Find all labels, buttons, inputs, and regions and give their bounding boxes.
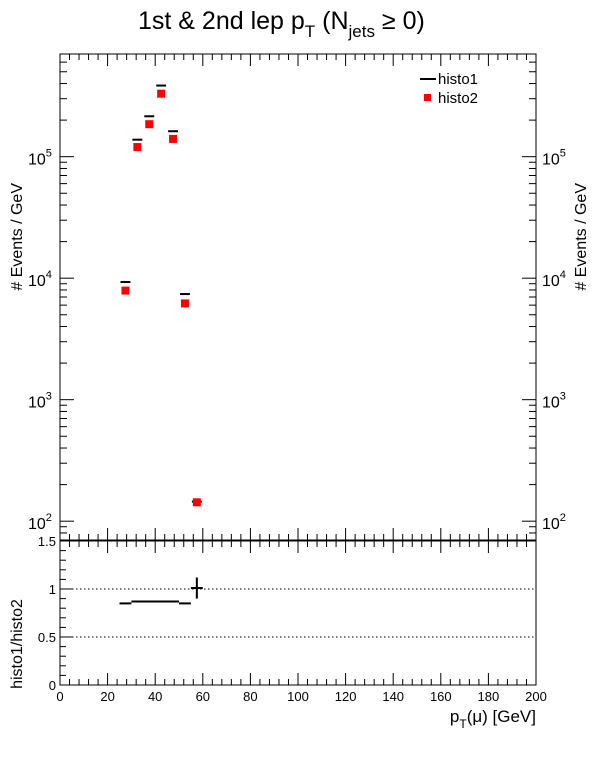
main-axis-ticks xyxy=(59,53,537,541)
histo2-point xyxy=(133,143,142,152)
y-tick-label-left: 104 xyxy=(28,269,52,290)
x-tick-label: 100 xyxy=(287,689,309,704)
x-tick-label: 0 xyxy=(56,689,63,704)
x-tick-label: 80 xyxy=(243,689,257,704)
y-tick-label-right: 103 xyxy=(542,391,566,412)
ratio-y-tick-label: 1.5 xyxy=(38,534,56,549)
main-y-tick-labels: 102 102 103 103 104 104 105 105 xyxy=(28,148,566,533)
x-axis-label: pT(μ) [GeV] xyxy=(450,707,536,731)
histo2-point xyxy=(121,286,130,295)
x-tick-label: 20 xyxy=(100,689,114,704)
y-tick-label-left: 105 xyxy=(28,148,52,169)
ratio-x-tick-labels: 0 20 40 60 80 100 120 140 160 180 200 xyxy=(56,689,546,704)
x-tick-label: 60 xyxy=(196,689,210,704)
y-tick-label-left: 102 xyxy=(28,512,52,533)
ratio-panel: 0 0.5 1 1.5 0 20 40 60 80 100 120 140 160 180 200 his… xyxy=(9,534,547,731)
ratio-y-tick-label: 1 xyxy=(49,582,56,597)
main-data-marks xyxy=(120,84,202,507)
y-tick-label-right: 104 xyxy=(542,269,566,290)
x-tick-label: 40 xyxy=(148,689,162,704)
y-tick-label-right: 105 xyxy=(542,148,566,169)
x-tick-label: 120 xyxy=(335,689,357,704)
legend-histo1-label: histo1 xyxy=(438,71,478,88)
ratio-axis-ticks xyxy=(59,540,537,686)
ratio-y-tick-label: 0.5 xyxy=(38,630,56,645)
ratio-y-tick-label: 0 xyxy=(49,678,56,693)
x-tick-label: 160 xyxy=(430,689,452,704)
title-box xyxy=(120,3,416,50)
x-tick-label: 180 xyxy=(478,689,500,704)
y-tick-label-left: 103 xyxy=(28,391,52,412)
main-plot-frame xyxy=(59,53,537,541)
ratio-y-tick-labels: 0 0.5 1 1.5 xyxy=(38,534,56,693)
ratio-y-axis-label: histo1/histo2 xyxy=(9,599,26,689)
legend-histo2-marker xyxy=(424,94,431,101)
ratio-plot-frame xyxy=(59,540,537,686)
histo2-point xyxy=(180,299,189,308)
x-tick-label: 140 xyxy=(382,689,404,704)
histo2-point xyxy=(145,120,154,129)
ratio-data-marks xyxy=(119,577,203,605)
histo2-point xyxy=(192,498,201,507)
x-tick-label: 200 xyxy=(525,689,547,704)
y-tick-label-right: 102 xyxy=(542,512,566,533)
y-axis-label-left: # Events / GeV xyxy=(9,183,26,291)
legend-histo2-label: histo2 xyxy=(438,90,478,107)
y-axis-label-right: # Events / GeV xyxy=(573,183,590,291)
legend: histo1 histo2 xyxy=(420,71,478,107)
histo2-point xyxy=(169,134,178,143)
chart-title: 1st & 2nd lep pT (Njets ≥ 0) xyxy=(138,7,425,41)
histo2-point xyxy=(157,89,166,98)
